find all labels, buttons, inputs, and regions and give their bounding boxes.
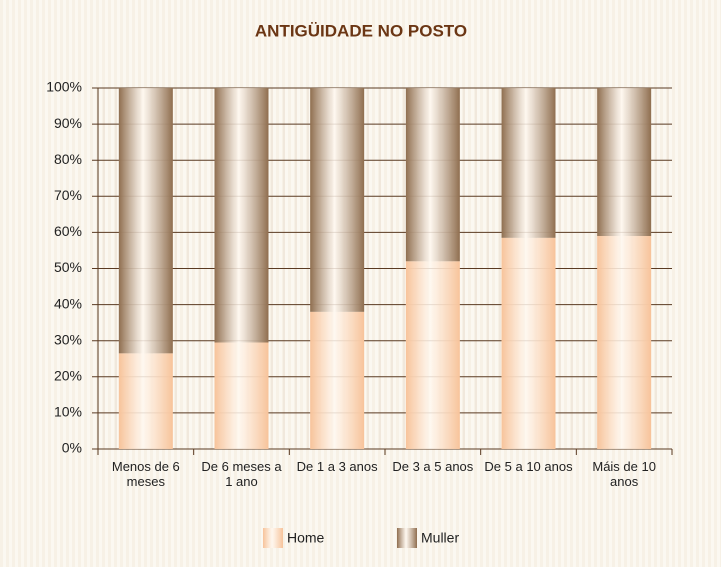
- bar-segment: [310, 311, 365, 449]
- y-tick-label: 0%: [62, 440, 82, 456]
- bar-segment: [501, 237, 556, 449]
- bar-segment: [405, 88, 460, 262]
- x-tick-label: De 5 a 10 anos: [484, 459, 573, 474]
- bar-segment: [501, 88, 556, 238]
- legend-swatch: [397, 528, 417, 548]
- y-tick-label: 50%: [54, 259, 82, 275]
- legend-swatch: [263, 528, 283, 548]
- y-tick-label: 40%: [54, 295, 82, 311]
- legend-label: Muller: [421, 530, 459, 546]
- y-tick-label: 30%: [54, 331, 82, 347]
- bar-segment: [597, 236, 652, 449]
- x-tick-label: De 6 meses a 1 ano: [201, 459, 282, 489]
- bar-segment: [214, 88, 269, 343]
- x-tick-label: De 1 a 3 anos: [296, 459, 378, 474]
- x-tick-label: De 3 a 5 anos: [392, 459, 474, 474]
- y-tick-label: 90%: [54, 115, 82, 131]
- bar-segment: [214, 342, 269, 449]
- chart-title: ANTIGÜIDADE NO POSTO: [255, 21, 467, 40]
- bar-segment: [310, 88, 365, 312]
- y-tick-label: 80%: [54, 151, 82, 167]
- y-tick-label: 10%: [54, 404, 82, 420]
- bar-segment: [597, 88, 652, 237]
- y-tick-label: 100%: [46, 79, 82, 95]
- x-tick-label: Menos de 6 meses: [111, 459, 180, 489]
- y-tick-label: 70%: [54, 187, 82, 203]
- bar-segment: [405, 261, 460, 449]
- legend-label: Home: [287, 530, 325, 546]
- bar-segment: [118, 88, 173, 354]
- y-tick-label: 20%: [54, 368, 82, 384]
- y-tick-label: 60%: [54, 223, 82, 239]
- x-tick-label: Máis de 10 anos: [592, 459, 656, 489]
- bar-segment: [118, 353, 173, 449]
